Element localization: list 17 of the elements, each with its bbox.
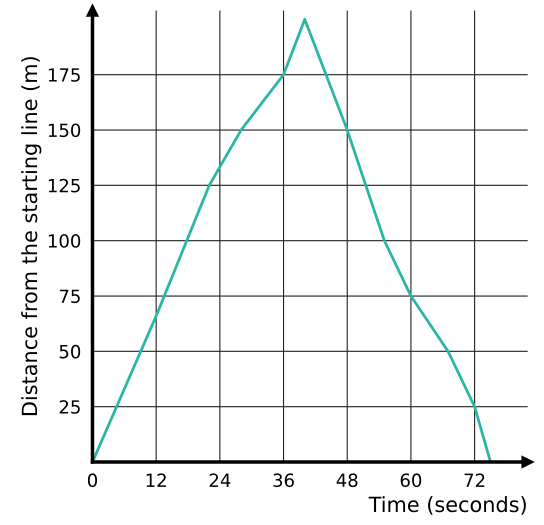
x-tick-label: 60 — [400, 473, 422, 488]
y-tick-label: 25 — [60, 400, 80, 414]
y-tick-label: 125 — [48, 178, 80, 192]
y-tick-label: 100 — [48, 234, 80, 248]
x-axis-title: Time (seconds) — [368, 496, 526, 515]
y-tick-label: 150 — [48, 123, 80, 138]
x-tick-label: 12 — [146, 473, 166, 487]
x-tick-label: 36 — [273, 473, 294, 488]
x-tick-label: 72 — [464, 473, 484, 487]
y-tick-label: 50 — [60, 344, 80, 358]
y-tick-label: 175 — [48, 68, 80, 82]
x-tick-label: 48 — [336, 473, 358, 488]
y-tick-label: 75 — [60, 290, 80, 304]
x-tick-label: 0 — [88, 473, 98, 488]
x-tick-label: 24 — [210, 473, 230, 487]
line-series — [92, 18, 492, 462]
y-axis-title: Distance from the starting line (m) — [21, 57, 42, 416]
